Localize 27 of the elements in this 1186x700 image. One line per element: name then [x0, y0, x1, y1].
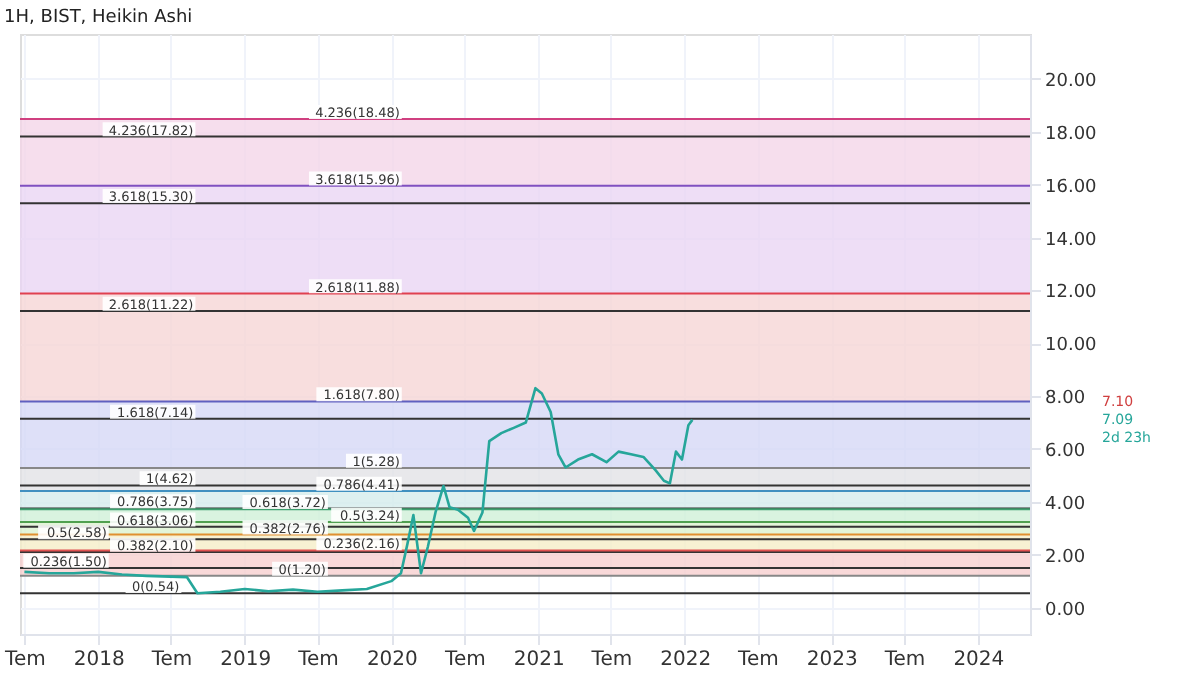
x-tick-label: 2021: [513, 649, 565, 671]
x-tick-label: Tem: [882, 649, 926, 671]
x-tick-label: Tem: [3, 649, 46, 671]
y-tick-label: 20.00: [1045, 71, 1098, 92]
y-tick-label: 16.00: [1045, 177, 1098, 198]
line-series: [23, 386, 694, 595]
y-tick-label: 10.00: [1045, 336, 1098, 357]
y-tick-label: 12.00: [1045, 283, 1098, 304]
y-tick-label: 14.00: [1045, 230, 1098, 251]
x-tick-label: 2018: [73, 649, 125, 671]
chart-title: 1H, BIST, Heikin Ashi: [4, 8, 193, 28]
x-tick-label: Tem: [736, 649, 779, 671]
y-tick-label: 2.00: [1045, 547, 1086, 568]
x-tick-label: 2023: [806, 649, 858, 671]
x-tick-label: 2022: [660, 649, 712, 671]
x-tick-label: Tem: [443, 649, 486, 671]
x-tick-label: Tem: [589, 649, 633, 671]
x-tick-label: 2024: [953, 649, 1005, 671]
y-tick-label: 18.00: [1045, 124, 1098, 145]
y-tick-label: 8.00: [1045, 389, 1086, 410]
x-tick-label: Tem: [296, 649, 339, 671]
y-tick-label: 0.00: [1045, 600, 1086, 621]
y-tick-label: 4.00: [1045, 494, 1086, 515]
x-tick-label: 2020: [366, 649, 418, 671]
y-tick-label: 6.00: [1045, 441, 1086, 462]
x-tick-label: 2019: [220, 649, 272, 671]
x-tick-label: Tem: [149, 649, 193, 671]
